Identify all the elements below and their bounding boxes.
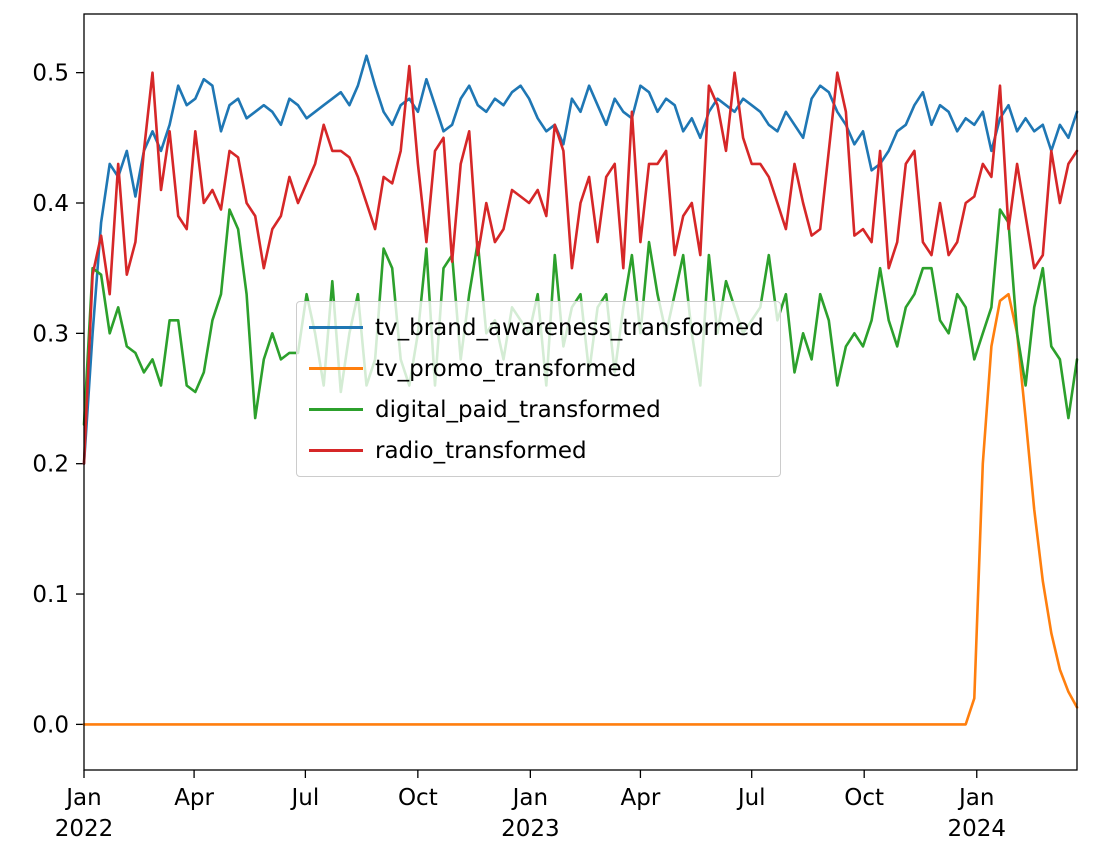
legend-item-tv_brand_awareness_transformed: tv_brand_awareness_transformed bbox=[309, 312, 764, 343]
y-tick-label: 0.3 bbox=[32, 321, 69, 347]
legend-item-digital_paid_transformed: digital_paid_transformed bbox=[309, 394, 764, 425]
legend-line-swatch bbox=[309, 367, 363, 370]
legend-line-swatch bbox=[309, 449, 363, 452]
legend-label: digital_paid_transformed bbox=[375, 396, 661, 423]
series-line-tv_brand_awareness_transformed bbox=[82, 54, 1079, 466]
x-tick-label: Oct bbox=[398, 785, 438, 811]
legend-item-radio_transformed: radio_transformed bbox=[309, 435, 764, 466]
series-line-digital_paid_transformed bbox=[82, 208, 1079, 426]
legend-label: tv_brand_awareness_transformed bbox=[375, 314, 764, 341]
axes-frame bbox=[83, 13, 1078, 771]
x-tick-label: Jul bbox=[736, 785, 766, 811]
x-tick-year-label: 2024 bbox=[947, 816, 1006, 842]
x-tick-label: Jul bbox=[289, 785, 319, 811]
x-tick-label: Jan bbox=[511, 785, 548, 811]
y-tick-label: 0.2 bbox=[32, 452, 69, 478]
x-tick-label: Jan bbox=[64, 785, 101, 811]
y-tick-label: 0.5 bbox=[32, 61, 69, 87]
x-tick-label: Oct bbox=[844, 785, 884, 811]
y-tick-label: 0.0 bbox=[32, 712, 69, 738]
series-line-radio_transformed bbox=[82, 64, 1079, 466]
legend-line-swatch bbox=[309, 326, 363, 329]
x-tick-year-label: 2023 bbox=[501, 816, 560, 842]
legend-label: tv_promo_transformed bbox=[375, 355, 637, 382]
legend: tv_brand_awareness_transformed tv_promo_t… bbox=[296, 301, 781, 477]
legend-label: radio_transformed bbox=[375, 437, 587, 464]
x-tick-label: Jan bbox=[957, 785, 994, 811]
legend-line-swatch bbox=[309, 408, 363, 411]
series-line-tv_promo_transformed bbox=[82, 292, 1079, 726]
x-tick-year-label: 2022 bbox=[55, 816, 114, 842]
y-tick-label: 0.1 bbox=[32, 582, 69, 608]
y-tick-label: 0.4 bbox=[32, 191, 69, 217]
x-tick-label: Apr bbox=[621, 785, 661, 811]
x-tick-label: Apr bbox=[174, 785, 214, 811]
legend-item-tv_promo_transformed: tv_promo_transformed bbox=[309, 353, 764, 384]
